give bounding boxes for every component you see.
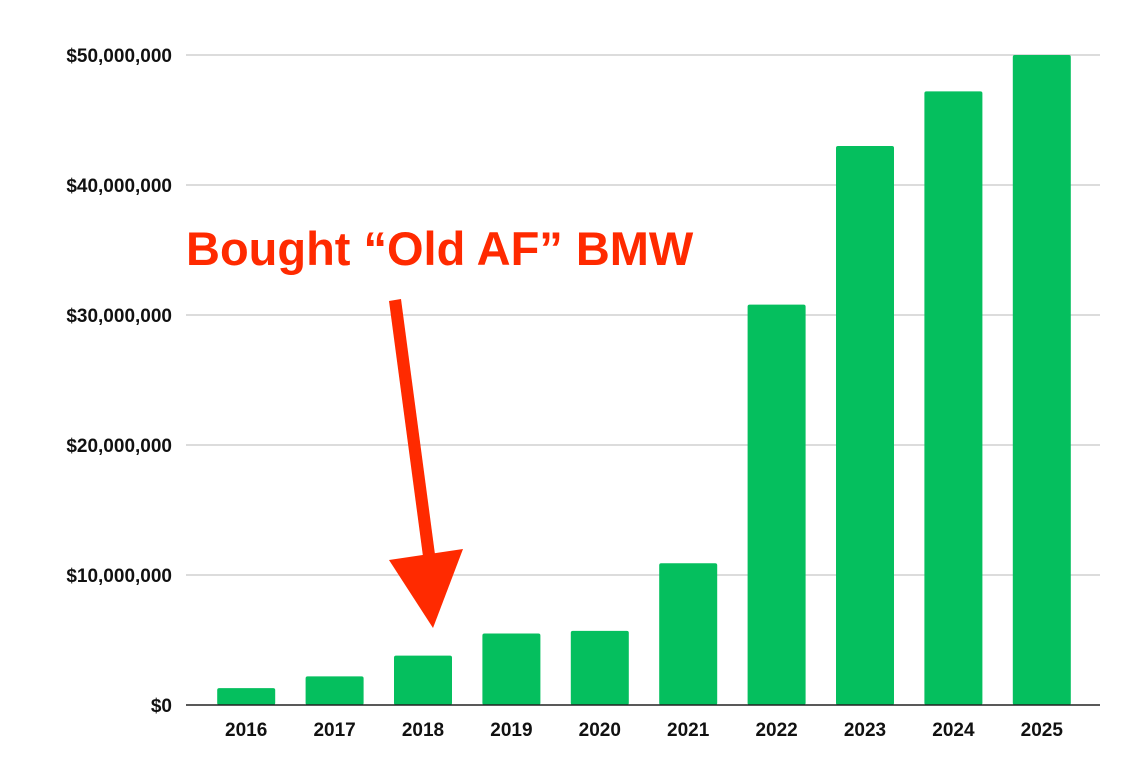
x-tick-label: 2025 xyxy=(1021,720,1064,741)
arrow-shaft xyxy=(389,299,436,564)
y-tick-label: $0 xyxy=(151,696,172,717)
bar-2022 xyxy=(747,304,806,705)
x-tick-label: 2016 xyxy=(225,720,267,741)
bar-2021 xyxy=(659,563,718,705)
arrow-head xyxy=(389,549,463,628)
bar-2023 xyxy=(836,146,894,705)
y-tick-label: $40,000,000 xyxy=(66,176,172,197)
bar-2017 xyxy=(305,676,364,705)
x-tick-label: 2017 xyxy=(313,720,355,741)
x-tick-label: 2021 xyxy=(667,720,710,741)
bar-2016 xyxy=(217,688,276,705)
y-tick-label: $10,000,000 xyxy=(66,566,172,587)
annotation-text: Bought “Old AF” BMW xyxy=(186,222,694,275)
x-tick-label: 2019 xyxy=(490,720,532,741)
x-tick-label: 2024 xyxy=(932,720,975,741)
y-tick-label: $50,000,000 xyxy=(66,46,172,67)
annotation-arrow xyxy=(389,299,463,628)
bar-2018 xyxy=(394,655,452,705)
y-tick-label: $30,000,000 xyxy=(66,306,172,327)
bar-2020 xyxy=(570,630,629,705)
bar-2025 xyxy=(1012,55,1071,705)
x-tick-label: 2020 xyxy=(579,720,621,741)
x-tick-label: 2023 xyxy=(844,720,886,741)
bar-2019 xyxy=(482,633,541,705)
x-tick-label: 2022 xyxy=(755,720,797,741)
bar-2024 xyxy=(924,91,983,705)
y-tick-label: $20,000,000 xyxy=(66,436,172,457)
x-tick-label: 2018 xyxy=(402,720,444,741)
